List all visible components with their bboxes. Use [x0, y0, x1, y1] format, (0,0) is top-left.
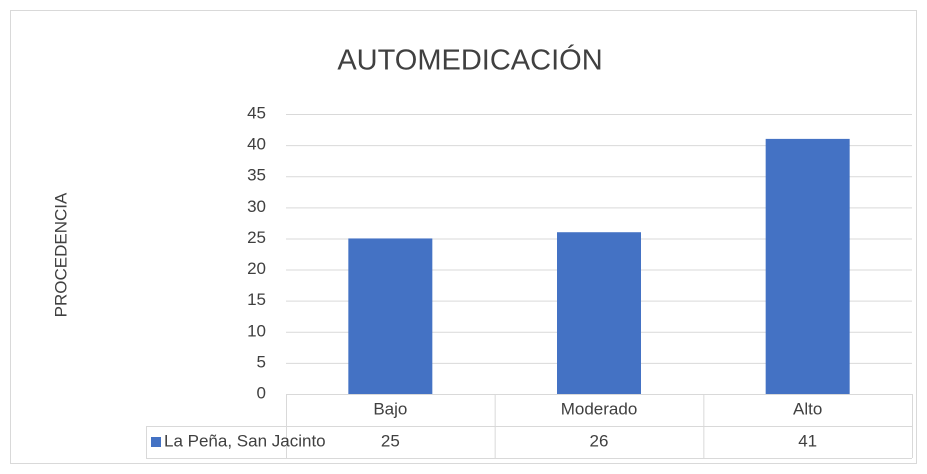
x-tick-label: Moderado [561, 399, 638, 418]
legend-swatch [151, 437, 161, 447]
y-tick-label: 10 [247, 321, 266, 340]
y-tick-label: 40 [247, 135, 266, 154]
y-tick-label: 0 [257, 383, 266, 402]
bar [765, 138, 850, 394]
y-tick-label: 45 [247, 103, 266, 122]
table-value: 25 [381, 431, 400, 450]
chart-title: AUTOMEDICACIÓN [337, 44, 602, 77]
table-value: 26 [590, 431, 609, 450]
x-tick-label: Bajo [373, 399, 407, 418]
y-tick-label: 20 [247, 259, 266, 278]
y-tick-label: 5 [257, 352, 266, 371]
table-value: 41 [798, 431, 817, 450]
y-tick-label: 15 [247, 290, 266, 309]
x-tick-label: Alto [793, 399, 822, 418]
y-axis-label: PROCEDENCIA [51, 192, 70, 317]
bar [557, 232, 641, 394]
bar [348, 238, 433, 394]
legend-label: La Peña, San Jacinto [164, 431, 326, 450]
y-tick-label: 25 [247, 228, 266, 247]
chart-border [10, 10, 917, 464]
y-tick-label: 30 [247, 197, 266, 216]
y-tick-label: 35 [247, 166, 266, 185]
